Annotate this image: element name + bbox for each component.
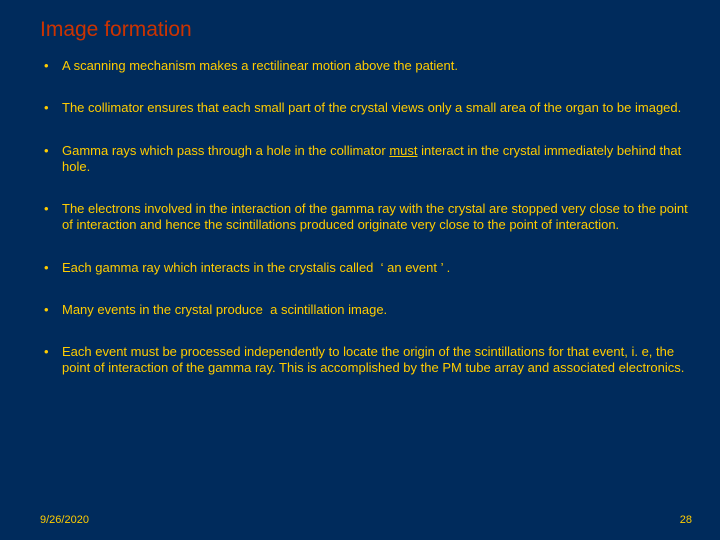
footer-date: 9/26/2020 [40, 514, 89, 526]
list-item: Each gamma ray which interacts in the cr… [42, 260, 688, 276]
list-item: Gamma rays which pass through a hole in … [42, 143, 688, 176]
bullet-list: A scanning mechanism makes a rectilinear… [40, 58, 688, 377]
list-item: A scanning mechanism makes a rectilinear… [42, 58, 688, 74]
list-item: The collimator ensures that each small p… [42, 100, 688, 116]
slide-title: Image formation [40, 18, 688, 42]
list-item: The electrons involved in the interactio… [42, 201, 688, 234]
list-item: Each event must be processed independent… [42, 344, 688, 377]
list-item: Many events in the crystal produce a sci… [42, 302, 688, 318]
footer-page-number: 28 [680, 514, 692, 526]
